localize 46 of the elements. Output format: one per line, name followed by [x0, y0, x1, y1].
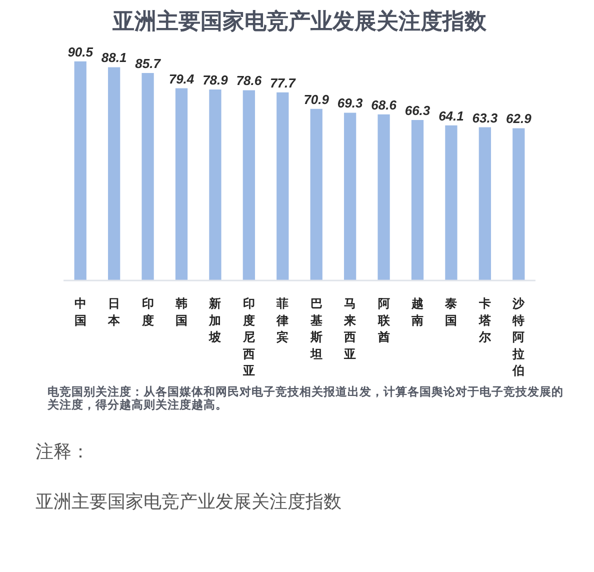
bar	[344, 112, 356, 280]
data-label: 77.7	[270, 75, 296, 90]
data-label: 69.3	[337, 96, 364, 111]
bar	[445, 125, 458, 280]
data-label: 66.3	[404, 102, 431, 118]
x-tick-label: 日本	[107, 296, 122, 328]
text: 注释：	[36, 442, 90, 462]
chart-title: 亚洲主要国家电竞产业发展关注度指数	[112, 8, 488, 34]
bar	[512, 128, 525, 280]
bar	[209, 89, 222, 280]
text: 电竞国别关注度：从各国媒体和网民对电子竞技相关报道出发，计算各国舆论对于电子竞技发展的关注度，得分越高则关注度越高。	[46, 384, 564, 412]
x-tick-label: 卡塔尔	[478, 296, 492, 344]
data-label: 62.9	[506, 111, 532, 126]
data-label: 64.1	[438, 108, 464, 124]
x-tick-label: 韩国	[174, 296, 188, 328]
bar	[310, 108, 322, 280]
data-label: 78.6	[236, 73, 262, 88]
x-tick-label: 中国	[74, 296, 86, 328]
data-label: 90.5	[68, 44, 94, 60]
data-label: 85.7	[135, 56, 162, 72]
x-tick-label: 沙特阿拉伯	[512, 296, 526, 378]
text: 亚洲主要国家电竞产业发展关注度指数	[36, 492, 342, 512]
data-label: 78.9	[202, 72, 229, 88]
bar	[142, 73, 154, 280]
bar	[276, 92, 289, 280]
data-label: 63.3	[472, 110, 498, 126]
data-label: 70.9	[304, 92, 330, 107]
bar	[411, 120, 424, 280]
x-tick-label: 巴基斯坦	[309, 296, 322, 361]
x-tick-label: 马来西亚	[343, 296, 356, 361]
bar	[378, 114, 390, 280]
bar	[175, 88, 188, 280]
x-tick-label: 新加坡	[208, 296, 222, 344]
x-tick-label: 菲律宾	[276, 296, 289, 344]
x-tick-label: 越南	[410, 296, 424, 328]
x-tick-label: 印度尼西亚	[242, 296, 255, 378]
bar	[108, 67, 120, 280]
data-label: 79.4	[168, 71, 195, 86]
bar	[478, 127, 491, 280]
x-tick-label: 阿联酋	[376, 296, 391, 344]
data-label: 68.6	[371, 97, 398, 112]
x-tick-label: 印度	[140, 296, 154, 328]
bar	[74, 61, 86, 280]
x-tick-label: 泰国	[444, 296, 458, 328]
data-label: 88.1	[101, 50, 127, 66]
bar	[242, 90, 255, 280]
